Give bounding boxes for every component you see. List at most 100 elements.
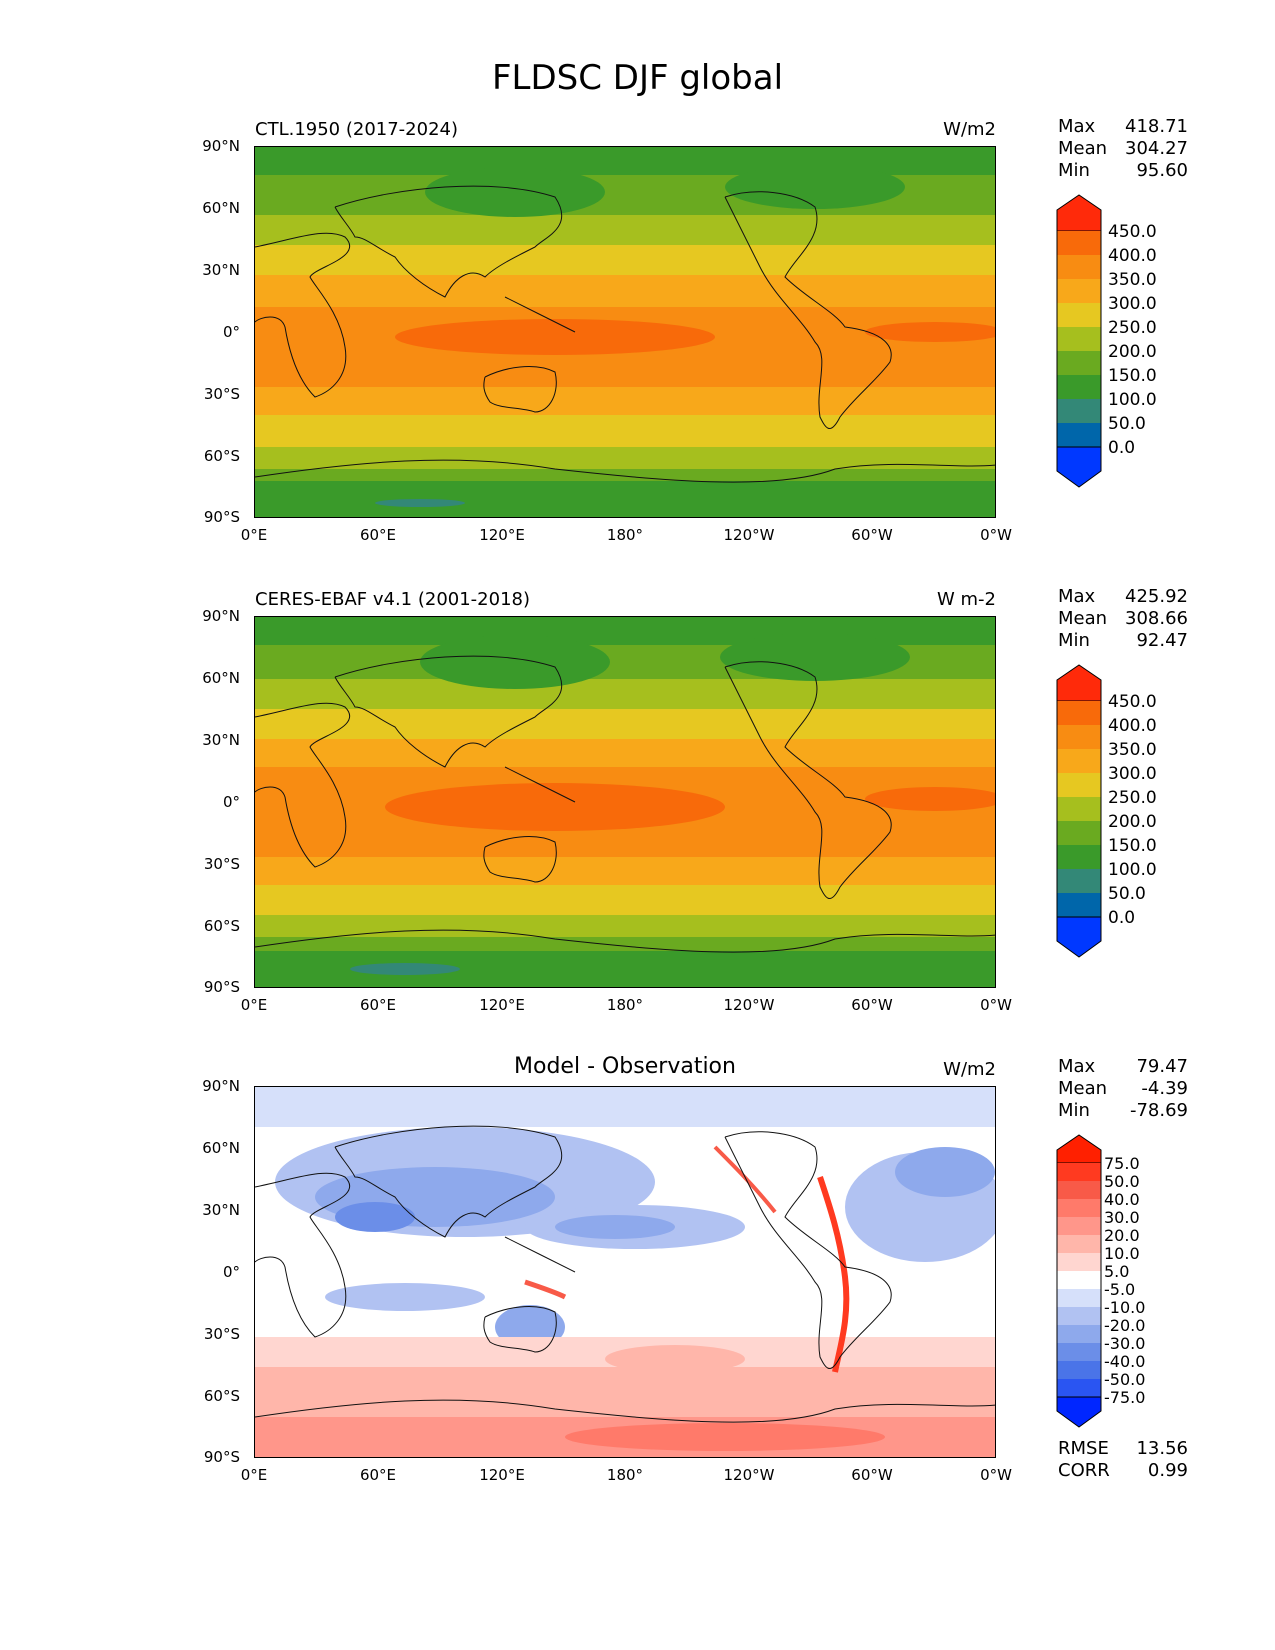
map-observation-field bbox=[255, 617, 995, 987]
panel-title: Model - Observation bbox=[514, 1054, 736, 1079]
colorbar-label: 450.0 bbox=[1108, 222, 1157, 242]
panel-observation: CERES-EBAF v4.1 (2001-2018) W m-2 bbox=[0, 586, 1275, 1076]
stat-min: -78.69 bbox=[1129, 1100, 1188, 1121]
stat-max: 425.92 bbox=[1125, 586, 1188, 607]
stat-label: Max bbox=[1058, 1056, 1096, 1077]
stat-mean: 308.66 bbox=[1125, 608, 1188, 629]
colorbar-label: -50.0 bbox=[1104, 1370, 1146, 1389]
colorbar-label: 350.0 bbox=[1108, 270, 1157, 290]
lon-label: 120°E bbox=[479, 1466, 525, 1484]
map-model-field bbox=[255, 147, 995, 517]
lon-label: 60°W bbox=[851, 1466, 893, 1484]
map-observation bbox=[254, 616, 996, 988]
map-model bbox=[254, 146, 996, 518]
colorbar-label: 75.0 bbox=[1104, 1154, 1140, 1173]
stat-label: Mean bbox=[1058, 1078, 1108, 1099]
panel-difference: Model - Observation W/m2 bbox=[0, 1054, 1275, 1546]
stat-mean: 304.27 bbox=[1125, 138, 1188, 159]
stats-box: Max 425.92 Mean 308.66 Min 92.47 bbox=[1058, 586, 1188, 652]
lat-label: 90°S bbox=[203, 1448, 240, 1466]
colorbar-label: 450.0 bbox=[1108, 692, 1157, 712]
lat-label: 0° bbox=[222, 793, 240, 811]
stat-label: Min bbox=[1058, 1100, 1090, 1121]
colorbar-label: 50.0 bbox=[1108, 884, 1146, 904]
colorbar-label: 200.0 bbox=[1108, 812, 1157, 832]
lat-label: 0° bbox=[222, 323, 240, 341]
stat-max: 418.71 bbox=[1125, 116, 1188, 137]
stats-box: Max 418.71 Mean 304.27 Min 95.60 bbox=[1058, 116, 1188, 182]
colorbar-label: 10.0 bbox=[1104, 1244, 1140, 1263]
colorbar-label: 350.0 bbox=[1108, 740, 1157, 760]
panel-units: W m-2 bbox=[936, 589, 996, 610]
colorbar-label: 400.0 bbox=[1108, 716, 1157, 736]
colorbar-label: 100.0 bbox=[1108, 860, 1157, 880]
lat-label: 90°N bbox=[202, 1077, 240, 1095]
stat-label: Min bbox=[1058, 630, 1090, 651]
colorbar-label: 250.0 bbox=[1108, 788, 1157, 808]
colorbar bbox=[1056, 194, 1102, 488]
lat-label: 30°S bbox=[203, 1325, 240, 1343]
stats-box: Max 79.47 Mean -4.39 Min -78.69 bbox=[1058, 1056, 1188, 1122]
stat-label: CORR bbox=[1058, 1460, 1110, 1481]
colorbar-label: 50.0 bbox=[1108, 414, 1146, 434]
stat-label: Mean bbox=[1058, 138, 1108, 159]
lat-label: 60°N bbox=[202, 199, 240, 217]
stat-mean: -4.39 bbox=[1141, 1078, 1188, 1099]
map-difference-field bbox=[255, 1087, 995, 1457]
colorbar-label: 30.0 bbox=[1104, 1208, 1140, 1227]
colorbar bbox=[1056, 664, 1102, 958]
colorbar-label: 20.0 bbox=[1104, 1226, 1140, 1245]
colorbar-label: 50.0 bbox=[1104, 1172, 1140, 1191]
stat-label: Max bbox=[1058, 586, 1096, 607]
colorbar-label: -20.0 bbox=[1104, 1316, 1146, 1335]
stat-corr: 0.99 bbox=[1147, 1460, 1188, 1481]
stat-min: 95.60 bbox=[1136, 160, 1188, 181]
lat-label: 0° bbox=[222, 1263, 240, 1281]
stat-max: 79.47 bbox=[1136, 1056, 1188, 1077]
colorbar-label: 200.0 bbox=[1108, 342, 1157, 362]
lon-label: 60°E bbox=[359, 526, 397, 544]
colorbar bbox=[1056, 1134, 1102, 1428]
lat-label: 60°N bbox=[202, 1139, 240, 1157]
panel-model: CTL.1950 (2017-2024) W/m2 bbox=[0, 116, 1275, 606]
stat-rmse: 13.56 bbox=[1136, 1438, 1188, 1459]
colorbar-label: 150.0 bbox=[1108, 836, 1157, 856]
lon-label: 60°W bbox=[851, 996, 893, 1014]
colorbar-label: 300.0 bbox=[1108, 294, 1157, 314]
lon-label: 180° bbox=[606, 526, 644, 544]
lat-label: 90°N bbox=[202, 137, 240, 155]
lat-label: 60°N bbox=[202, 669, 240, 687]
colorbar-label: -40.0 bbox=[1104, 1352, 1146, 1371]
colorbar-label: -75.0 bbox=[1104, 1388, 1146, 1407]
lat-label: 60°S bbox=[203, 447, 240, 465]
lat-label: 30°N bbox=[202, 261, 240, 279]
lat-label: 60°S bbox=[203, 1387, 240, 1405]
lon-label: 0°E bbox=[240, 526, 268, 544]
map-difference bbox=[254, 1086, 996, 1458]
lat-label: 30°N bbox=[202, 1201, 240, 1219]
lon-label: 180° bbox=[606, 1466, 644, 1484]
lat-label: 30°S bbox=[203, 855, 240, 873]
lat-label: 30°S bbox=[203, 385, 240, 403]
lon-label: 120°E bbox=[479, 526, 525, 544]
lon-label: 120°W bbox=[723, 996, 775, 1014]
lat-label: 60°S bbox=[203, 917, 240, 935]
skill-stats-box: RMSE 13.56 CORR 0.99 bbox=[1058, 1438, 1188, 1482]
lon-label: 60°W bbox=[851, 526, 893, 544]
lat-label: 90°S bbox=[203, 978, 240, 996]
colorbar-label: 300.0 bbox=[1108, 764, 1157, 784]
colorbar-label: 150.0 bbox=[1108, 366, 1157, 386]
stat-label: Mean bbox=[1058, 608, 1108, 629]
lon-label: 120°E bbox=[479, 996, 525, 1014]
stat-label: Max bbox=[1058, 116, 1096, 137]
colorbar-label: 0.0 bbox=[1108, 908, 1136, 928]
stat-label: Min bbox=[1058, 160, 1090, 181]
stat-min: 92.47 bbox=[1136, 630, 1188, 651]
panel-title: CERES-EBAF v4.1 (2001-2018) bbox=[255, 589, 531, 610]
lat-label: 30°N bbox=[202, 731, 240, 749]
colorbar-label: -30.0 bbox=[1104, 1334, 1146, 1353]
panel-units: W/m2 bbox=[943, 119, 996, 140]
figure-title: FLDSC DJF global bbox=[491, 58, 784, 98]
colorbar-label: -10.0 bbox=[1104, 1298, 1146, 1317]
colorbar-label: 0.0 bbox=[1108, 438, 1136, 458]
